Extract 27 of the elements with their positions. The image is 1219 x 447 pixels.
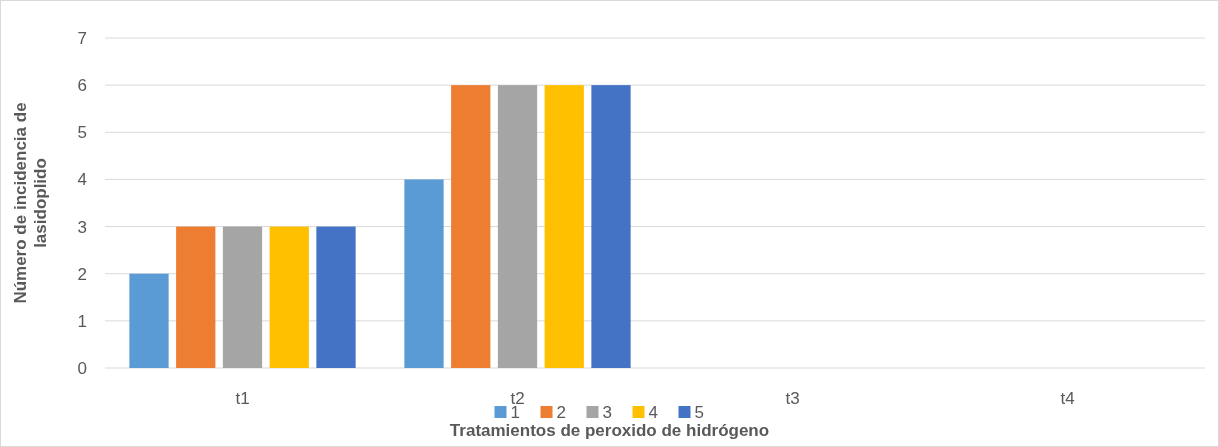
bar (497, 85, 538, 368)
y-tick-label: 7 (77, 28, 87, 48)
bar (129, 273, 169, 368)
legend-label: 3 (602, 402, 612, 422)
y-tick-label: 5 (77, 123, 87, 143)
bar (222, 226, 263, 368)
bar (544, 85, 584, 368)
bar (404, 179, 444, 368)
y-tick-label: 1 (77, 311, 87, 331)
y-tick-label: 2 (77, 264, 87, 284)
x-tick-label: t3 (785, 389, 800, 408)
bar (451, 85, 491, 368)
y-tick-label: 4 (77, 170, 87, 190)
bar (269, 226, 309, 368)
y-tick-label: 6 (77, 76, 87, 96)
y-axis-title: Número de incidencia de lasidoplido (10, 102, 51, 304)
bar (316, 226, 356, 368)
x-axis-title: Tratamientos de peroxido de hidrógeno (449, 421, 770, 440)
legend-label: 5 (694, 402, 704, 422)
legend-label: 4 (648, 402, 658, 422)
y-tick-label: 3 (77, 217, 87, 237)
bar (591, 85, 631, 368)
x-tick-label: t4 (1060, 389, 1075, 408)
y-tick-label: 0 (77, 358, 87, 378)
bar (176, 226, 216, 368)
x-tick-label: t1 (235, 389, 250, 408)
legend-label: 2 (556, 402, 566, 422)
